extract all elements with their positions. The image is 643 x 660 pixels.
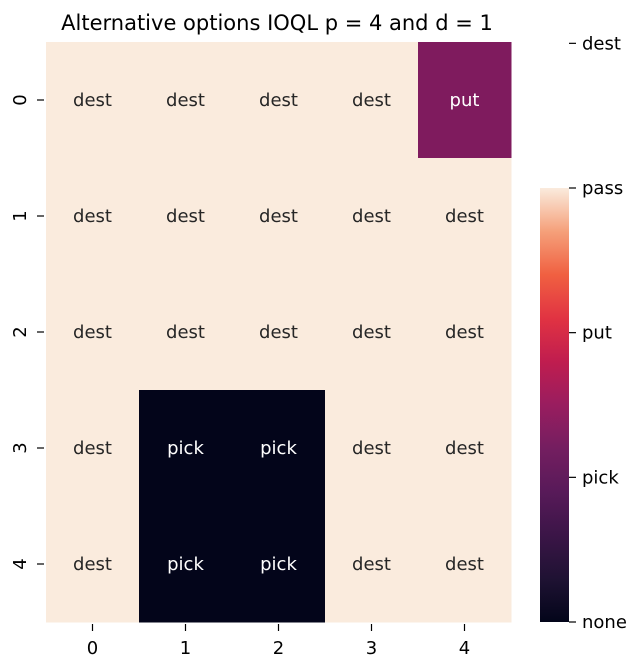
cell-label: pick: [260, 438, 297, 459]
cell-label: dest: [73, 206, 112, 227]
cell-label: dest: [445, 438, 484, 459]
heatmap-cell: [418, 158, 512, 275]
cell-label: dest: [166, 322, 205, 343]
cell-label: dest: [259, 206, 298, 227]
cell-label: dest: [73, 554, 112, 575]
chart-title: Alternative options IOQL p = 4 and d = 1: [61, 11, 493, 35]
cell-label: dest: [166, 90, 205, 111]
heatmap-cell: [139, 42, 233, 159]
y-tick-label: 0: [10, 94, 31, 105]
heatmap-cell: [46, 390, 140, 507]
cell-label: put: [450, 90, 480, 111]
heatmap-cell: [325, 158, 419, 275]
heatmap-cell: [139, 158, 233, 275]
cell-label: dest: [73, 322, 112, 343]
x-tick-label: 4: [459, 638, 470, 659]
heatmap-cell: [418, 274, 512, 391]
cell-labels: dest dest dest dest put dest dest dest dest dest d…: [73, 90, 484, 575]
heatmap-cell: [232, 158, 326, 275]
colorbar-ticks: none pick put pass dest: [569, 33, 627, 633]
cell-label: dest: [259, 90, 298, 111]
colorbar-tick-label: pass: [582, 178, 623, 199]
heatmap-cells: [46, 42, 512, 623]
cell-label: pick: [260, 554, 297, 575]
cell-label: dest: [352, 554, 391, 575]
heatmap-cell: [325, 274, 419, 391]
colorbar: [540, 188, 569, 622]
y-tick-label: 4: [10, 558, 31, 569]
colorbar-tick-label: dest: [582, 33, 621, 54]
heatmap-cell: [325, 42, 419, 159]
y-tick-label: 1: [10, 210, 31, 221]
cell-label: dest: [445, 206, 484, 227]
cell-label: pick: [167, 554, 204, 575]
heatmap-cell: [232, 506, 326, 623]
heatmap-cell: [46, 158, 140, 275]
heatmap-cell: [46, 506, 140, 623]
heatmap-cell: [418, 42, 512, 159]
cell-label: dest: [352, 322, 391, 343]
cell-label: dest: [166, 206, 205, 227]
cell-label: dest: [352, 206, 391, 227]
cell-label: dest: [352, 438, 391, 459]
colorbar-tick-label: pick: [582, 467, 619, 488]
heatmap-cell: [418, 390, 512, 507]
cell-label: dest: [259, 322, 298, 343]
heatmap-cell: [46, 274, 140, 391]
heatmap-cell: [46, 42, 140, 159]
heatmap-cell: [232, 42, 326, 159]
heatmap-cell: [139, 506, 233, 623]
heatmap-cell: [232, 274, 326, 391]
x-tick-label: 0: [87, 638, 98, 659]
cell-label: dest: [352, 90, 391, 111]
heatmap-cell: [139, 274, 233, 391]
colorbar-tick-label: put: [582, 323, 612, 344]
heatmap-cell: [325, 390, 419, 507]
y-axis-ticks: 0 1 2 3 4: [10, 94, 44, 570]
colorbar-tick-label: none: [582, 612, 627, 633]
x-tick-label: 3: [366, 638, 377, 659]
cell-label: dest: [445, 322, 484, 343]
x-axis-ticks: 0 1 2 3 4: [87, 624, 470, 659]
heatmap-cell: [325, 506, 419, 623]
y-tick-label: 3: [10, 442, 31, 453]
x-tick-label: 1: [180, 638, 191, 659]
heatmap-cell: [139, 390, 233, 507]
x-tick-label: 2: [273, 638, 284, 659]
cell-label: dest: [73, 438, 112, 459]
heatmap-cell: [232, 390, 326, 507]
y-tick-label: 2: [10, 326, 31, 337]
cell-label: pick: [167, 438, 204, 459]
cell-label: dest: [445, 554, 484, 575]
heatmap-cell: [418, 506, 512, 623]
cell-label: dest: [73, 90, 112, 111]
